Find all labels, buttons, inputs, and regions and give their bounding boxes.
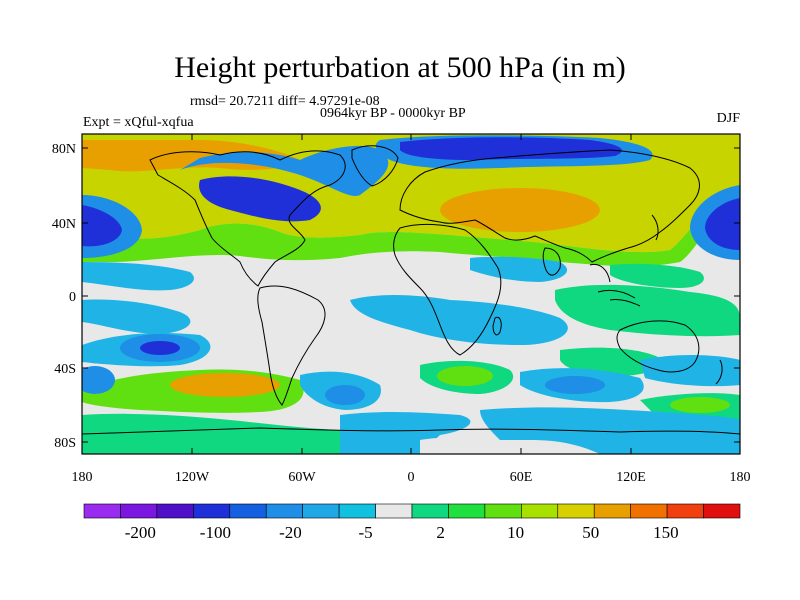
colorbar-cell bbox=[338, 503, 376, 519]
lat-tick-label: 40S bbox=[54, 362, 76, 377]
season-label: DJF bbox=[716, 111, 740, 126]
lat-tick-label: 40N bbox=[52, 217, 76, 232]
chart-title: Height perturbation at 500 hPa (in m) bbox=[174, 51, 626, 84]
lat-tick-label: 80S bbox=[54, 436, 76, 451]
field-layer bbox=[82, 134, 740, 454]
colorbar-cell bbox=[557, 503, 595, 519]
lon-tick-label: 180 bbox=[72, 470, 93, 485]
colorbar-cell bbox=[411, 503, 449, 519]
experiment-label: Expt = xQful-xqfua bbox=[83, 115, 194, 130]
colorbar-cell bbox=[193, 503, 231, 519]
colorbar-label: -5 bbox=[358, 523, 372, 542]
stats-label: rmsd= 20.7211 diff= 4.97291e-08 bbox=[190, 94, 380, 109]
colorbar-label: -200 bbox=[125, 523, 156, 542]
longitude-axis: 180 120W 60W 0 60E 120E 180 bbox=[72, 134, 751, 485]
colorbar-cell bbox=[229, 503, 267, 519]
colorbar-cell bbox=[83, 503, 121, 519]
colorbar-cell bbox=[630, 503, 668, 519]
colorbar-label: -100 bbox=[200, 523, 231, 542]
colorbar-cell bbox=[156, 503, 194, 519]
colorbar-label: 150 bbox=[653, 523, 679, 542]
lon-tick-label: 60W bbox=[288, 470, 316, 485]
period-label: 0964kyr BP - 0000kyr BP bbox=[320, 106, 466, 121]
latitude-axis: 80N 40N 0 40S 80S bbox=[52, 142, 740, 451]
colorbar-cell bbox=[484, 503, 522, 519]
colorbar-label: -20 bbox=[279, 523, 302, 542]
colorbar-label: 2 bbox=[436, 523, 445, 542]
lon-tick-label: 180 bbox=[730, 470, 751, 485]
colorbar-cell bbox=[265, 503, 303, 519]
lon-tick-label: 120E bbox=[616, 470, 646, 485]
colorbar-label: 50 bbox=[582, 523, 599, 542]
colorbar-cell bbox=[666, 503, 704, 519]
coastlines bbox=[81, 145, 741, 435]
lon-tick-label: 0 bbox=[408, 470, 415, 485]
colorbar-cell bbox=[593, 503, 631, 519]
colorbar-cell bbox=[375, 503, 413, 519]
lon-tick-label: 60E bbox=[510, 470, 533, 485]
lat-tick-label: 0 bbox=[69, 290, 76, 305]
colorbar-label: 10 bbox=[507, 523, 524, 542]
colorbar-cell bbox=[703, 503, 741, 519]
colorbar-cell bbox=[302, 503, 340, 519]
lon-tick-label: 120W bbox=[175, 470, 210, 485]
colorbar-cell bbox=[521, 503, 559, 519]
colorbar-cell bbox=[448, 503, 486, 519]
lat-tick-label: 80N bbox=[52, 142, 76, 157]
colorbar-cell bbox=[120, 503, 158, 519]
